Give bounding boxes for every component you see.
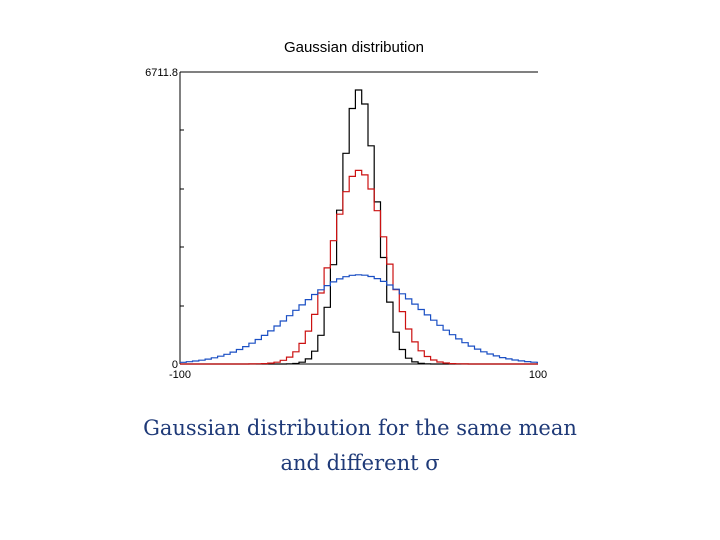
x-tick-label-min: -100 [169, 369, 191, 381]
y-tick-label-max: 6711.8 [145, 67, 178, 79]
caption-line-2: and different σ [280, 451, 440, 475]
chart-title: Gaussian distribution [284, 39, 424, 56]
histogram-series-0 [180, 89, 538, 365]
y-tick-label-min: 0 [172, 359, 178, 371]
caption-line-1: Gaussian distribution for the same mean [143, 416, 577, 440]
histogram-series-1 [180, 169, 538, 365]
histogram-series-2 [180, 274, 538, 364]
x-tick-label-max: 100 [529, 369, 547, 381]
chart: Gaussian distribution 6711.8 0 -100 100 [145, 39, 547, 381]
series-layer [180, 89, 538, 365]
